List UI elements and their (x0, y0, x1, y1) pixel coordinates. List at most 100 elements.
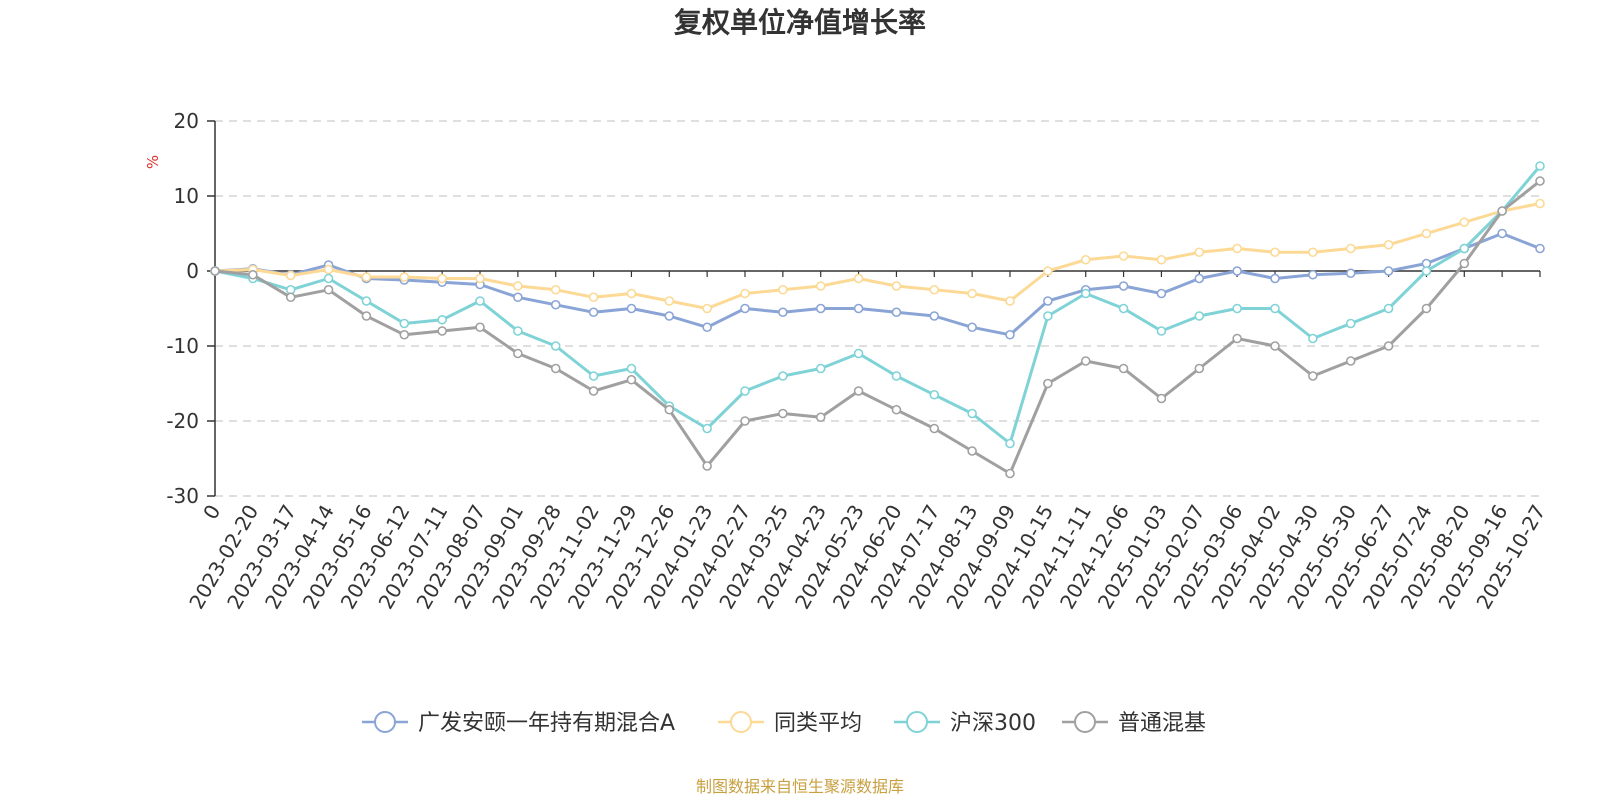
data-point (1345, 356, 1356, 366)
legend-marker-icon (906, 711, 928, 733)
data-point (513, 292, 523, 303)
data-point (1497, 206, 1507, 216)
data-point (1118, 363, 1129, 374)
data-point (1080, 254, 1091, 265)
data-point (475, 273, 485, 284)
data-point (361, 296, 372, 306)
data-point (1194, 363, 1205, 374)
series-peer (210, 198, 1545, 314)
data-point (891, 404, 902, 415)
chart-title: 复权单位净值增长率 (674, 6, 926, 39)
data-point (1308, 247, 1318, 258)
data-point (550, 299, 561, 310)
data-point (815, 281, 826, 291)
data-point (1345, 268, 1356, 279)
data-point (891, 281, 902, 291)
data-point (285, 292, 296, 303)
data-point (1156, 288, 1167, 299)
series-line (213, 179, 1542, 475)
data-point (1383, 266, 1394, 276)
data-point (1308, 371, 1318, 381)
data-point (588, 307, 599, 318)
data-point (513, 326, 523, 336)
y-tick-label: -20 (166, 409, 199, 433)
data-point (1459, 243, 1470, 254)
x-tick-labels: 02023-02-202023-03-172023-04-142023-05-1… (184, 500, 1550, 613)
data-point (1156, 326, 1167, 336)
data-point (967, 408, 977, 419)
data-point (702, 322, 712, 333)
legend-item-fund[interactable]: 广发安颐一年持有期混合A (362, 711, 675, 736)
data-point (967, 288, 977, 299)
data-point (1005, 468, 1015, 479)
data-point (1118, 303, 1129, 314)
legend-item-mixed[interactable]: 普通混基 (1062, 711, 1206, 736)
data-point (1005, 296, 1015, 306)
data-point (778, 371, 788, 381)
data-point (815, 363, 826, 374)
data-point (853, 303, 864, 314)
data-point (1535, 198, 1545, 209)
series-lines (210, 161, 1545, 479)
data-point (1308, 333, 1318, 344)
legend-label: 广发安颐一年持有期混合A (418, 711, 675, 736)
y-tick-label: 10 (174, 184, 199, 208)
data-point (929, 311, 940, 321)
legend-marker-icon (374, 711, 396, 733)
data-point (1156, 393, 1167, 404)
data-point (1043, 311, 1053, 321)
legend-item-index[interactable]: 沪深300 (894, 711, 1036, 736)
data-point (361, 311, 372, 321)
data-point (891, 371, 902, 381)
data-point (778, 408, 788, 419)
data-point (1383, 341, 1394, 351)
data-point (778, 284, 788, 295)
data-point (1080, 288, 1091, 299)
legend-item-peer[interactable]: 同类平均 (718, 711, 862, 736)
data-point (513, 281, 523, 291)
data-point (815, 412, 826, 423)
data-point (437, 273, 447, 284)
data-point (1421, 266, 1432, 276)
data-point (1043, 378, 1053, 389)
data-point (929, 284, 940, 295)
data-point (1043, 296, 1053, 306)
data-point (1535, 176, 1545, 186)
data-point (1535, 243, 1545, 254)
data-point (1535, 161, 1545, 171)
series-line (213, 164, 1542, 445)
data-point (853, 386, 864, 396)
data-point (285, 270, 296, 281)
data-point (664, 296, 675, 306)
data-point (740, 303, 750, 314)
legend-label: 普通混基 (1118, 711, 1206, 736)
data-point (1005, 438, 1015, 449)
data-point (1270, 273, 1280, 284)
data-point (967, 322, 977, 333)
data-point (702, 461, 712, 471)
data-point (626, 374, 637, 385)
data-point (588, 292, 599, 303)
data-point (1459, 258, 1470, 269)
data-point (626, 303, 637, 314)
data-point (1383, 303, 1394, 314)
y-axis-unit-label: % (144, 155, 162, 169)
data-point (1345, 318, 1356, 329)
data-point (853, 348, 864, 359)
data-point (1118, 281, 1129, 291)
data-point (891, 307, 902, 318)
data-point (1308, 269, 1318, 280)
data-point (399, 272, 410, 282)
x-tick-label: 0 (198, 501, 225, 524)
series-mixed (210, 176, 1545, 479)
data-point (1232, 333, 1242, 344)
data-point (967, 446, 977, 456)
data-point (702, 303, 712, 314)
data-point (1270, 247, 1280, 258)
legend-marker-icon (1074, 711, 1096, 733)
grid-lines (215, 120, 1540, 497)
data-point (1194, 311, 1205, 321)
data-point (664, 404, 675, 415)
data-point (929, 389, 940, 400)
